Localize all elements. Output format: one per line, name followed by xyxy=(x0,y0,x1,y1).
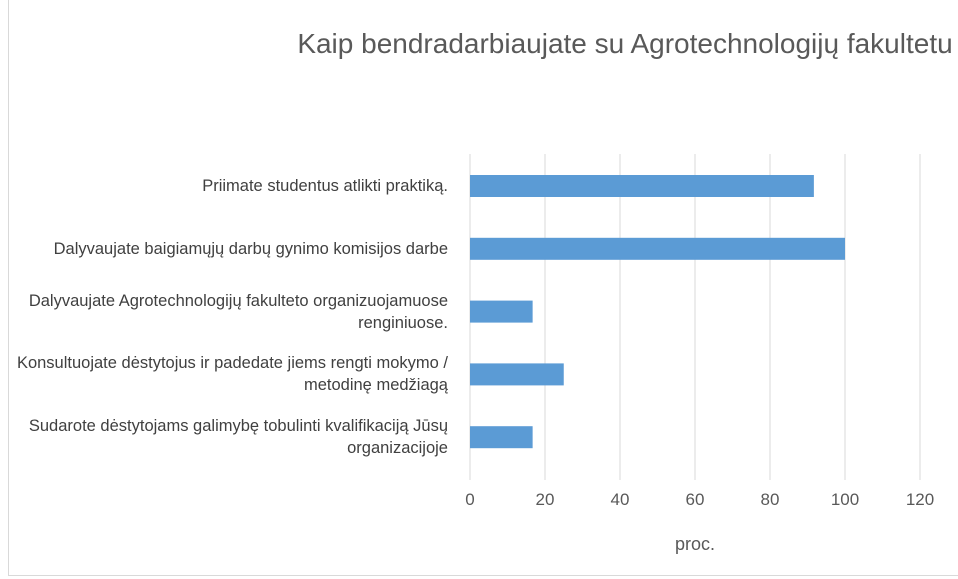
chart-title: Kaip bendradarbiaujate su Agrotechnologi… xyxy=(297,28,953,59)
bar xyxy=(470,300,533,323)
x-tick-label: 120 xyxy=(905,490,935,509)
x-axis-label: proc. xyxy=(674,534,716,554)
chart-frame xyxy=(8,0,958,576)
bar xyxy=(470,237,845,260)
bar xyxy=(470,175,814,197)
x-tick-label: 20 xyxy=(535,490,555,509)
bar xyxy=(470,426,533,449)
bar xyxy=(470,363,564,386)
y-tick-label: Sudarote dėstytojams galimybę tobulinti … xyxy=(28,417,448,458)
x-tick-label: 60 xyxy=(685,490,705,509)
y-tick-label: Dalyvaujate baigiamųjų darbų gynimo komi… xyxy=(53,239,448,258)
y-tick-label: Priimate studentus atlikti praktiką. xyxy=(202,177,448,195)
x-tick-label: 80 xyxy=(760,490,780,509)
y-tick-label: Konsultuojate dėstytojus ir padedate jie… xyxy=(16,354,448,395)
x-tick-label: 100 xyxy=(830,490,860,509)
x-tick-label: 40 xyxy=(610,490,630,509)
x-tick-label: 0 xyxy=(465,490,475,509)
y-tick-label: Dalyvaujate Agrotechnologijų fakulteto o… xyxy=(28,291,448,332)
